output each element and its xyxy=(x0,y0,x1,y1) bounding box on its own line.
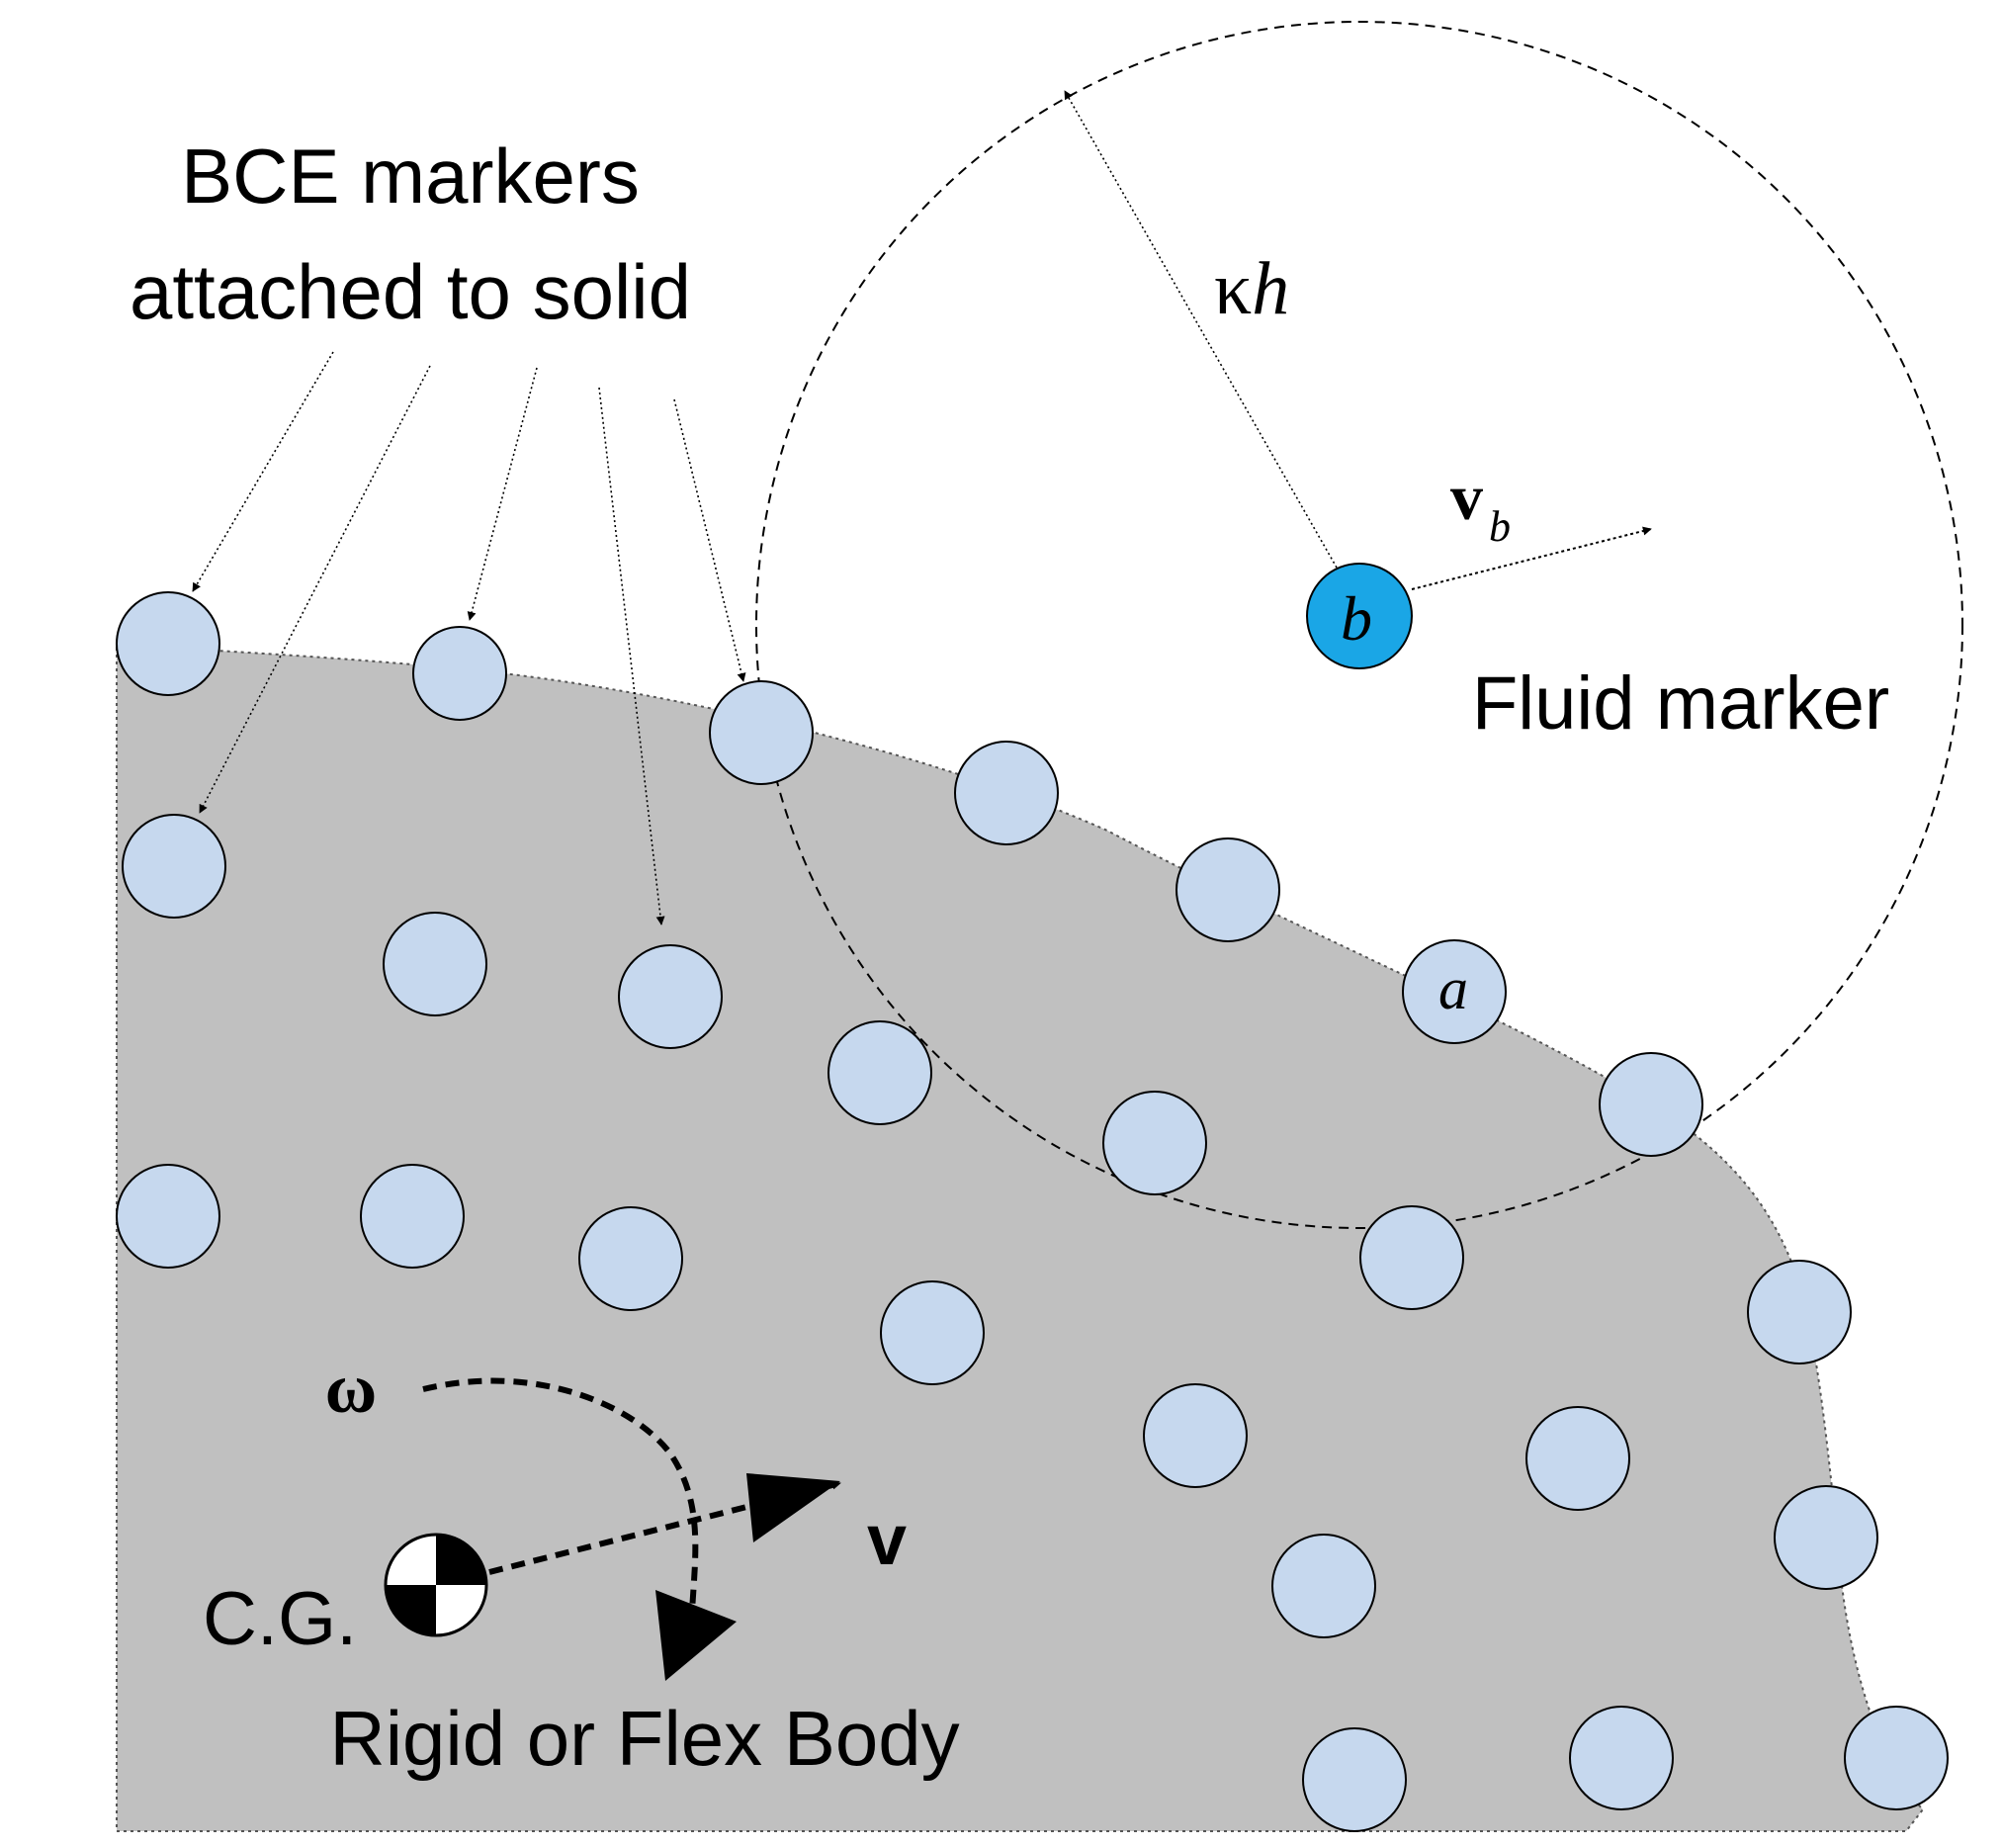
fluid-marker-b xyxy=(1306,563,1413,669)
bce-marker xyxy=(827,1020,932,1125)
bce-marker xyxy=(1747,1260,1852,1364)
bce-marker xyxy=(1302,1727,1407,1832)
bce-label-arrow xyxy=(467,367,538,621)
vb-v: v xyxy=(1450,462,1483,534)
bce-marker xyxy=(412,626,507,721)
bce-marker xyxy=(880,1280,985,1385)
kernel-support-circle xyxy=(755,21,1963,1229)
bce-marker xyxy=(1844,1706,1949,1810)
bce-marker xyxy=(360,1164,465,1269)
bce-marker xyxy=(618,944,723,1049)
kappa-symbol: κ xyxy=(1214,247,1252,330)
bce-label-line1: BCE markers xyxy=(181,132,640,220)
bce-label-arrows xyxy=(192,351,746,925)
bce-marker xyxy=(954,741,1059,845)
bce-marker xyxy=(383,912,487,1016)
bce-marker xyxy=(709,680,814,785)
bce-label-arrow xyxy=(192,351,334,592)
bce-marker xyxy=(1525,1406,1630,1511)
center-of-gravity-icon xyxy=(384,1533,488,1637)
omega-label: ω xyxy=(325,1349,378,1428)
h-symbol: h xyxy=(1252,247,1289,330)
kernel-radius-arrow xyxy=(1064,90,1338,569)
bce-label-arrow xyxy=(673,398,746,682)
bce-marker xyxy=(1359,1205,1464,1310)
fluid-marker-b-label: b xyxy=(1341,583,1372,654)
solid-body xyxy=(116,647,1925,1832)
bce-marker xyxy=(1569,1706,1674,1810)
bce-marker xyxy=(1143,1383,1248,1488)
fluid-marker-label: Fluid marker xyxy=(1472,661,1889,746)
body-velocity-label: v xyxy=(867,1501,907,1580)
kernel-radius-label: κh xyxy=(1214,247,1289,330)
bce-marker xyxy=(1599,1052,1703,1157)
bce-markers xyxy=(116,591,1949,1832)
angular-velocity-arrow xyxy=(422,1377,699,1613)
bce-marker xyxy=(116,1164,220,1269)
bce-marker xyxy=(578,1206,683,1311)
bce-marker-a xyxy=(1402,939,1507,1044)
bce-marker-a-label: a xyxy=(1438,956,1468,1021)
bce-label-line2: attached to solid xyxy=(130,248,691,335)
body-label: Rigid or Flex Body xyxy=(329,1695,959,1782)
cg-label: C.G. xyxy=(203,1577,357,1661)
bce-label-arrow xyxy=(598,387,665,925)
body-velocity-arrowhead xyxy=(746,1473,840,1542)
angular-velocity-arrowhead xyxy=(655,1590,737,1681)
bce-marker xyxy=(122,814,226,919)
bce-marker xyxy=(1175,837,1280,942)
bce-marker xyxy=(1774,1485,1878,1590)
bce-marker xyxy=(1102,1091,1207,1195)
bce-marker xyxy=(116,591,220,696)
vb-subscript: b xyxy=(1489,502,1511,551)
fluid-velocity-arrow xyxy=(1411,526,1652,590)
bce-marker xyxy=(1271,1534,1376,1638)
